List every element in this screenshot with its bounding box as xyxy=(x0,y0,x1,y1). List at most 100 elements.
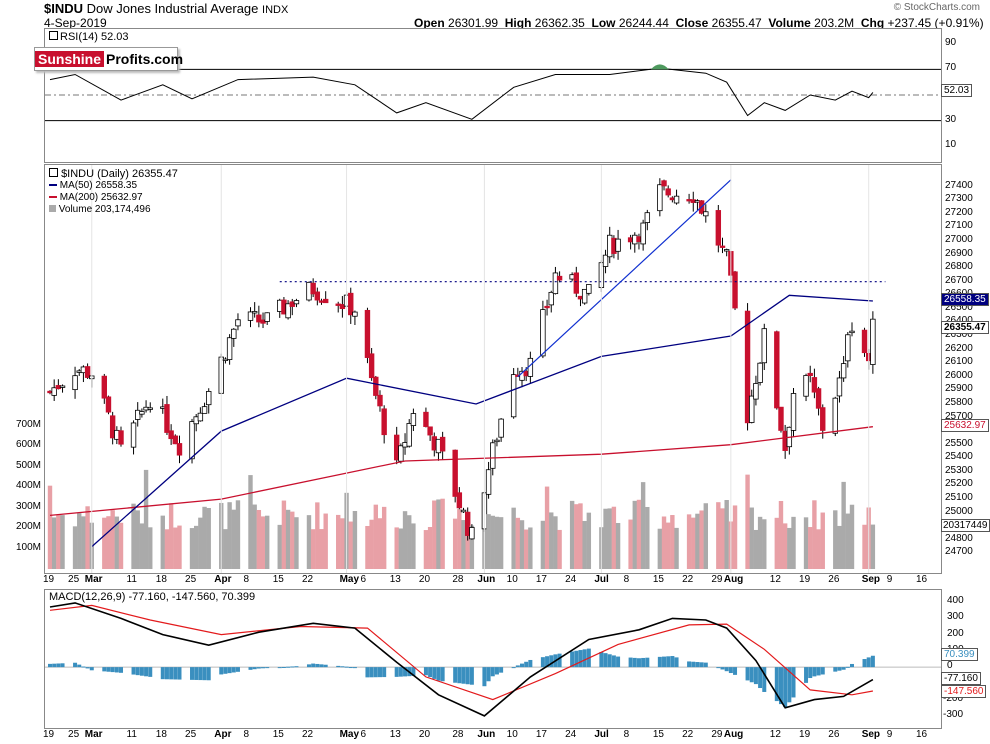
x-tick-label: Aug xyxy=(723,574,744,585)
ohlc-readout: Open 26301.99 High 26362.35 Low 26244.44… xyxy=(414,16,984,30)
candle-up xyxy=(469,527,475,540)
open-value: 26301.99 xyxy=(448,16,499,30)
macd-histogram-bar xyxy=(144,667,149,677)
x-tick-label: 20 xyxy=(418,729,431,740)
price-tick-label: 26200 xyxy=(945,342,973,354)
macd-histogram-bar xyxy=(816,667,821,676)
candle-up xyxy=(790,393,797,431)
x-tick-label: 29 xyxy=(711,729,723,740)
volume-bar xyxy=(544,486,550,569)
rsi-legend: RSI(14) 52.03 xyxy=(49,31,128,43)
macd-chart xyxy=(45,602,941,717)
candle-down xyxy=(373,376,379,396)
volume-bar xyxy=(411,523,416,569)
candle-up xyxy=(494,439,500,443)
candle-down xyxy=(774,331,780,409)
volume-bar xyxy=(235,500,241,569)
candle-down xyxy=(314,291,321,301)
macd-histogram-bar xyxy=(119,667,124,673)
volume-bar xyxy=(223,529,228,569)
macd-histogram-bar xyxy=(699,662,704,668)
x-tick-label: 20 xyxy=(418,574,431,585)
rsi-panel: RSI(14) 52.03 xyxy=(44,28,942,163)
volume-bar xyxy=(281,500,287,569)
volume-bar xyxy=(381,506,387,569)
macd-histogram-bar xyxy=(139,667,144,676)
volume-bar xyxy=(177,525,182,569)
macd-histogram-bar xyxy=(60,663,65,668)
macd-histogram-bar xyxy=(845,666,850,668)
x-tick-label: Jul xyxy=(594,729,609,740)
candle-down xyxy=(439,436,446,452)
candle-up xyxy=(602,254,609,267)
macd-histogram-bar xyxy=(277,667,282,669)
volume-bar xyxy=(636,499,642,569)
macd-histogram-bar xyxy=(791,667,796,698)
close-value: 26355.47 xyxy=(711,16,762,30)
legend-volume: Volume 203,174,496 xyxy=(49,204,178,216)
x-tick-label: Jun xyxy=(477,729,496,740)
volume-bar xyxy=(724,500,729,569)
volume-tick-label: 600M xyxy=(15,439,41,450)
volume-bar xyxy=(202,506,207,569)
volume-bar xyxy=(56,514,61,569)
volume-bar xyxy=(277,524,282,569)
macd-histogram-bar xyxy=(223,667,228,674)
volume-tick-label: 100M xyxy=(15,541,41,553)
volume-bar xyxy=(135,510,140,569)
rsi-axis: 907050301052.03 xyxy=(941,28,990,163)
high-value: 26362.35 xyxy=(534,16,585,30)
macd-histogram-bar xyxy=(666,656,671,668)
macd-histogram-bar xyxy=(206,667,211,681)
macd-signal-line xyxy=(49,604,874,701)
price-tick-label: 24800 xyxy=(945,532,973,544)
volume-bar xyxy=(782,523,788,569)
macd-histogram-bar xyxy=(490,667,495,677)
macd-histogram-bar xyxy=(340,666,345,668)
x-tick-label: 22 xyxy=(682,574,694,585)
candle-down xyxy=(84,366,91,378)
candle-down xyxy=(544,305,550,309)
x-tick-label: Jul xyxy=(594,574,609,585)
macd-axis: 4003002001000-100-200-30070.399-77.160-1… xyxy=(941,589,990,729)
x-tick-label: 29 xyxy=(711,574,723,585)
candle-up xyxy=(644,212,651,223)
candle-down xyxy=(364,309,371,358)
volume-bar xyxy=(377,518,383,569)
candle-up xyxy=(673,195,680,204)
macd-histogram-bar xyxy=(599,652,604,668)
x-axis-top: 19 25 Mar 11 18 25 Apr 8 15 22 May 6 13 20 28 Jun 10 17 24… xyxy=(43,574,940,588)
macd-histogram-bar xyxy=(403,667,408,677)
macd-legend: MACD(12,26,9) -77.160, -147.560, 70.399 xyxy=(49,591,256,603)
candle-up xyxy=(398,445,404,462)
x-tick-label: 28 xyxy=(452,574,464,585)
volume-bar xyxy=(645,506,650,569)
macd-histogram-bar xyxy=(674,657,679,668)
x-tick-label: 25 xyxy=(185,574,197,585)
macd-histogram-bar xyxy=(778,667,783,705)
volume-bar xyxy=(106,516,111,569)
macd-histogram-bar xyxy=(691,661,696,668)
candle-down xyxy=(815,388,822,409)
macd-histogram-bar xyxy=(733,667,738,675)
symbol-title: $INDU Dow Jones Industrial Average INDX xyxy=(44,1,288,16)
candle-up xyxy=(510,374,517,418)
volume-bar xyxy=(753,529,759,569)
x-tick-label: 12 xyxy=(769,574,781,585)
volume-bar xyxy=(582,520,587,569)
macd-histogram-bar xyxy=(428,667,433,678)
volume-bar xyxy=(265,515,270,569)
macd-histogram-bar xyxy=(81,666,86,668)
macd-histogram-bar xyxy=(106,667,111,672)
macd-histogram-bar xyxy=(164,667,169,680)
volume-bar xyxy=(365,525,370,569)
candle-up xyxy=(615,238,621,252)
candle-up xyxy=(723,249,730,252)
symbol: $INDU xyxy=(44,1,84,16)
x-tick-label: 15 xyxy=(272,574,284,585)
candle-up xyxy=(410,413,417,426)
volume-bar xyxy=(666,522,671,569)
candle-up xyxy=(757,362,763,383)
volume-bar xyxy=(720,508,725,569)
macd-histogram-bar xyxy=(198,667,203,681)
